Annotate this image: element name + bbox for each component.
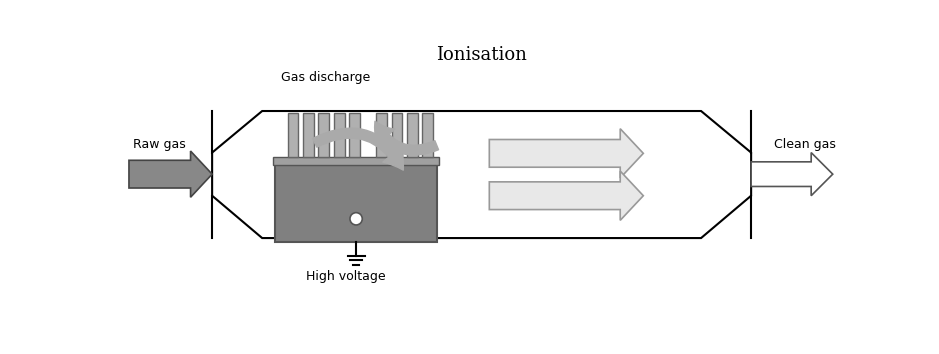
Polygon shape xyxy=(751,153,833,196)
Polygon shape xyxy=(489,171,643,220)
Text: Ionisation: Ionisation xyxy=(437,46,527,64)
Polygon shape xyxy=(489,129,643,178)
Polygon shape xyxy=(212,111,751,238)
FancyArrowPatch shape xyxy=(313,128,404,170)
Bar xyxy=(318,113,330,157)
Bar xyxy=(377,113,387,157)
Bar xyxy=(423,113,433,157)
Circle shape xyxy=(350,213,362,225)
Text: Clean gas: Clean gas xyxy=(774,138,836,150)
Text: High voltage: High voltage xyxy=(306,270,386,283)
Bar xyxy=(407,113,418,157)
Text: Gas discharge: Gas discharge xyxy=(282,72,371,84)
Bar xyxy=(392,113,402,157)
Bar xyxy=(273,157,439,165)
Bar xyxy=(333,113,345,157)
Bar xyxy=(275,165,437,242)
FancyArrowPatch shape xyxy=(375,121,439,155)
Bar xyxy=(287,113,299,157)
Polygon shape xyxy=(129,151,212,197)
Bar xyxy=(349,113,360,157)
Text: Raw gas: Raw gas xyxy=(133,138,186,150)
Bar xyxy=(303,113,314,157)
